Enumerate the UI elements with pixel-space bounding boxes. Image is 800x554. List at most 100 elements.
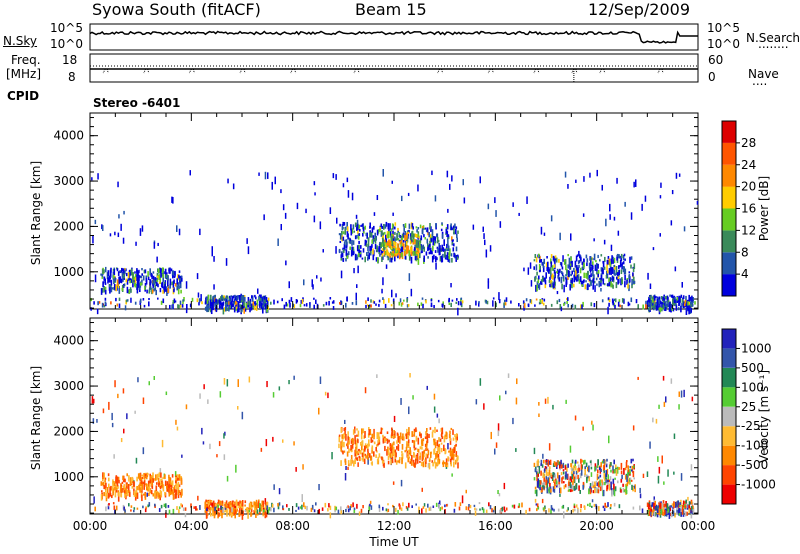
power-point: [237, 301, 240, 307]
power-point: [576, 254, 579, 257]
power-point: [446, 170, 449, 178]
velocity-point: [436, 429, 438, 432]
power-near-range-point: [375, 303, 377, 306]
power-near-range-point: [485, 300, 487, 304]
velocity-point: [422, 452, 425, 460]
velocity-point: [100, 494, 103, 501]
power-point: [575, 255, 578, 262]
power-point: [463, 197, 466, 204]
power-near-range-point: [563, 301, 566, 305]
power-near-range-point: [148, 298, 150, 301]
velocity-point: [156, 473, 159, 480]
power-point: [690, 307, 692, 313]
velocity-point: [324, 391, 327, 396]
velocity-near-range-point: [362, 505, 364, 509]
power-point: [173, 275, 176, 279]
noise-left-bottom-tick: 10^0: [50, 37, 83, 51]
power-point: [541, 262, 544, 266]
power-point: [417, 233, 420, 237]
velocity-near-range-point: [595, 503, 597, 507]
velocity-point: [96, 419, 98, 423]
velocity-near-range-point: [350, 504, 352, 508]
power-point: [534, 254, 537, 259]
velocity-point: [565, 471, 567, 478]
power-point: [674, 303, 677, 306]
velocity-point: [423, 503, 426, 507]
velocity-point: [264, 508, 267, 513]
velocity-point: [392, 452, 395, 456]
velocity-point: [436, 462, 438, 467]
power-point: [423, 234, 425, 238]
power-point: [264, 299, 266, 305]
velocity-point: [162, 476, 164, 480]
power-point: [390, 228, 393, 232]
velocity-point: [370, 455, 373, 461]
power-point: [487, 281, 490, 289]
power-point: [538, 275, 540, 280]
velocity-point: [391, 429, 393, 437]
power-point: [354, 253, 357, 261]
power-point: [675, 172, 678, 179]
power-point: [593, 274, 595, 280]
power-point: [213, 284, 215, 290]
velocity-point: [655, 418, 658, 424]
power-point: [609, 261, 611, 267]
power-point: [664, 301, 667, 308]
velocity-point: [255, 499, 258, 505]
power-near-range-point: [614, 298, 617, 303]
power-point: [151, 274, 153, 280]
velocity-point: [662, 500, 665, 504]
power-point: [553, 270, 556, 274]
power-near-range-point: [456, 298, 458, 301]
velocity-ytick-label: 3000: [53, 379, 84, 393]
power-point: [560, 262, 563, 267]
velocity-point: [255, 511, 257, 514]
power-near-range-point: [437, 299, 440, 303]
velocity-near-range-point: [133, 509, 135, 513]
power-point: [376, 229, 379, 236]
velocity-point: [542, 472, 544, 479]
power-point: [607, 259, 609, 265]
velocity-point: [367, 451, 369, 455]
velocity-point: [116, 487, 118, 490]
power-near-range-point: [224, 298, 226, 302]
power-point: [583, 176, 585, 182]
velocity-point: [618, 467, 620, 470]
power-point: [157, 283, 159, 288]
power-point: [448, 252, 450, 260]
power-point: [457, 230, 459, 234]
velocity-point: [216, 454, 218, 458]
velocity-point: [665, 501, 667, 508]
velocity-point: [302, 464, 304, 470]
power-point: [196, 273, 199, 280]
power-point: [394, 253, 396, 257]
power-point: [439, 245, 441, 252]
power-point: [479, 176, 481, 184]
power-point: [455, 228, 457, 235]
power-point: [398, 247, 400, 253]
velocity-point: [597, 459, 599, 466]
power-point: [135, 241, 137, 246]
power-point: [577, 260, 580, 265]
velocity-point: [475, 399, 478, 405]
velocity-point: [413, 445, 415, 449]
velocity-near-range-point: [489, 505, 492, 510]
velocity-point: [150, 489, 153, 495]
velocity-point: [368, 439, 370, 446]
velocity-point: [608, 435, 610, 444]
velocity-point: [156, 482, 158, 485]
power-near-range-point: [299, 303, 302, 308]
power-point: [303, 279, 305, 286]
velocity-point: [396, 432, 399, 436]
velocity-point: [390, 458, 392, 465]
power-point: [622, 255, 625, 261]
power-near-range-point: [421, 297, 424, 300]
velocity-point: [104, 479, 106, 483]
velocity-point: [578, 477, 580, 483]
velocity-point: [634, 484, 636, 493]
velocity-point: [244, 500, 247, 504]
velocity-near-range-point: [378, 504, 381, 509]
power-point: [341, 235, 343, 242]
power-point: [352, 251, 355, 256]
power-point: [211, 246, 213, 255]
